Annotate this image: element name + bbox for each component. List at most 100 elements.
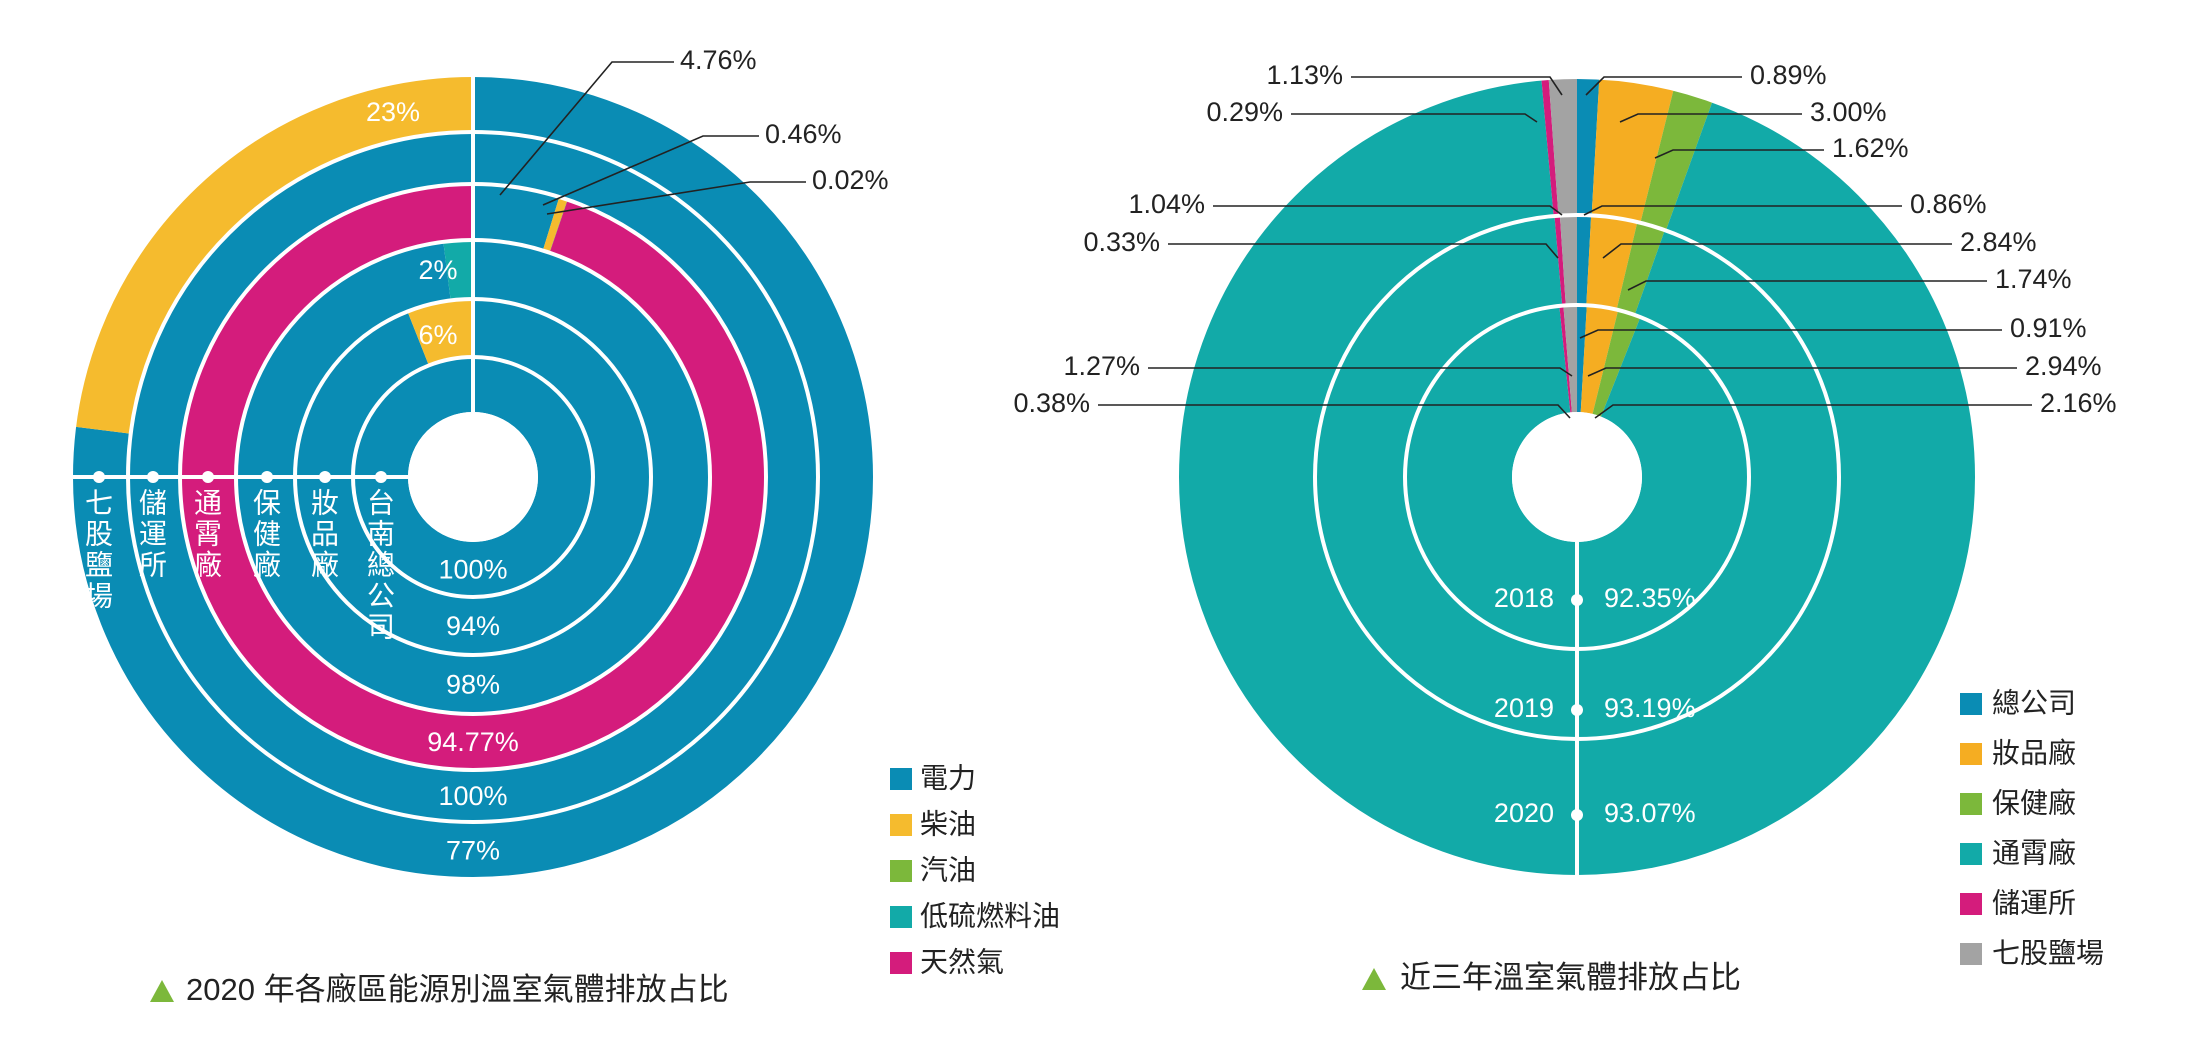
year-legend-swatch-3: [1960, 843, 1982, 865]
year-callout-l-5: 0.38%: [1013, 388, 1090, 418]
year-dot-2020: [1571, 809, 1583, 821]
year-legend-swatch-0: [1960, 693, 1982, 715]
legend-swatch-1: [890, 814, 912, 836]
year-callout-leader-r-2: [1654, 149, 1824, 159]
year-legend-label-0: 總公司: [1992, 687, 2076, 718]
category-dot-4: [147, 471, 159, 483]
year-legend-swatch-2: [1960, 793, 1982, 815]
ring-3-slice-0: [473, 184, 560, 251]
ring-3-value-label: 94.77%: [427, 727, 519, 757]
ring-0-value-label: 100%: [438, 555, 507, 585]
year-callout-r-8: 2.16%: [2040, 388, 2117, 418]
category-label-2-char-2: 廠: [253, 549, 281, 580]
year-2020-slice-5: [1548, 77, 1577, 216]
ring-1-small-label: 6%: [418, 320, 457, 350]
category-dot-2: [261, 471, 273, 483]
year-callout-l-0: 1.13%: [1266, 60, 1343, 90]
category-label-0-char-2: 總: [367, 549, 395, 580]
year-callout-l-4: 1.27%: [1063, 351, 1140, 381]
donut-hole: [408, 412, 538, 542]
year-2018-main-value: 92.35%: [1604, 583, 1696, 613]
year-2020-slice-2: [1640, 88, 1713, 231]
ring-1-slice-0: [294, 299, 651, 656]
legend-swatch-2: [890, 860, 912, 882]
year-dot-2018: [1571, 594, 1583, 606]
year-2020-slice-4: [1541, 78, 1559, 217]
category-label-4-char-2: 所: [139, 549, 167, 580]
category-label-5-char-1: 股: [85, 518, 113, 549]
callout-label-0: 4.76%: [680, 45, 757, 75]
category-label-4-char-0: 儲: [139, 487, 167, 518]
year-callout-r-0: 0.89%: [1750, 60, 1827, 90]
ring-2-small-label: 2%: [418, 255, 457, 285]
legend-swatch-0: [890, 768, 912, 790]
category-label-2-char-0: 保: [253, 487, 281, 518]
year-2018-slice-2: [1592, 310, 1641, 417]
left-chart-title: 2020 年各廠區能源別溫室氣體排放占比: [186, 972, 729, 1007]
year-callout-r-5: 1.74%: [1995, 264, 2072, 294]
category-label-0-char-0: 台: [367, 487, 395, 518]
year-callout-leader-l-4: [1148, 367, 1573, 377]
year-callout-r-2: 1.62%: [1832, 133, 1909, 163]
legend-label-3: 低硫燃料油: [920, 900, 1060, 931]
year-callout-l-3: 0.33%: [1083, 227, 1160, 257]
callout-leader-0: [499, 61, 674, 196]
category-label-5-char-2: 鹽: [85, 549, 113, 580]
year-legend-swatch-1: [1960, 743, 1982, 765]
year-callout-r-6: 0.91%: [2010, 313, 2087, 343]
year-callout-r-1: 3.00%: [1810, 97, 1887, 127]
year-2019-slice-5: [1559, 215, 1577, 306]
callout-leader-2: [546, 181, 806, 215]
year-legend-label-4: 儲運所: [1992, 887, 2076, 918]
category-label-1-char-0: 妝: [311, 487, 339, 518]
year-donut-hole: [1512, 412, 1642, 542]
ring-2-slice-1: [443, 240, 473, 301]
year-2019-slice-3: [1315, 215, 1839, 739]
category-label-0-char-3: 公: [367, 580, 395, 611]
category-dot-1: [319, 471, 331, 483]
year-legend-swatch-5: [1960, 943, 1982, 965]
category-label-5-char-0: 七: [85, 487, 113, 518]
year-callout-leader-r-5: [1627, 280, 1987, 291]
ring-3-slice-2: [549, 199, 568, 253]
left-chart-energy-by-plant: 100% 94% 98% 94.77% 100% 77% 6% 2% 23% 4.76% 0.46%…: [69, 45, 1060, 1007]
year-2019-slice-1: [1586, 215, 1638, 310]
legend-label-1: 柴油: [920, 808, 976, 839]
category-label-5-char-3: 場: [85, 580, 113, 611]
year-callout-leader-r-6: [1579, 329, 2002, 339]
year-callout-leader-l-0: [1351, 76, 1563, 96]
year-2018-slice-0: [1577, 305, 1587, 413]
year-2020-slice-3: [1177, 78, 1978, 877]
year-callout-leader-r-8: [1594, 404, 2032, 419]
year-2019-main-value: 93.19%: [1604, 693, 1696, 723]
year-callout-leader-r-7: [1587, 367, 2017, 377]
year-2018-slice-5: [1563, 305, 1578, 413]
year-callout-leader-r-0: [1585, 76, 1742, 96]
year-callout-leader-l-2: [1213, 205, 1563, 216]
year-callout-leader-r-1: [1619, 113, 1802, 123]
legend-swatch-4: [890, 952, 912, 974]
year-legend-label-2: 保健廠: [1992, 787, 2076, 818]
category-dot-5: [93, 471, 105, 483]
year-label-2019: 2019: [1494, 693, 1554, 723]
year-legend-label-3: 通霄廠: [1992, 837, 2076, 868]
category-label-0-char-1: 南: [367, 518, 395, 549]
year-callout-r-7: 2.94%: [2025, 351, 2102, 381]
year-2020-slice-0: [1577, 77, 1600, 216]
ring-1-value-label: 94%: [446, 611, 500, 641]
year-2018-slice-1: [1580, 305, 1619, 414]
callout-label-2: 0.02%: [812, 165, 889, 195]
year-callout-leader-l-1: [1291, 113, 1538, 123]
year-legend-label-5: 七股鹽場: [1992, 937, 2104, 968]
year-2019-slice-4: [1554, 215, 1566, 306]
year-2018-slice-3: [1405, 305, 1749, 649]
legend-swatch-3: [890, 906, 912, 928]
legend-label-2: 汽油: [920, 854, 976, 885]
ring-2-value-label: 98%: [446, 670, 500, 700]
right-chart-three-year-share: 2018 92.35% 2019 93.19% 2020 93.07% 0.89% 3.00%…: [1013, 60, 2116, 995]
ring-4-value-label: 100%: [438, 781, 507, 811]
category-label-1-char-1: 品: [311, 518, 339, 549]
year-2020-main-value: 93.07%: [1604, 798, 1696, 828]
legend-label-4: 天然氣: [920, 946, 1004, 977]
